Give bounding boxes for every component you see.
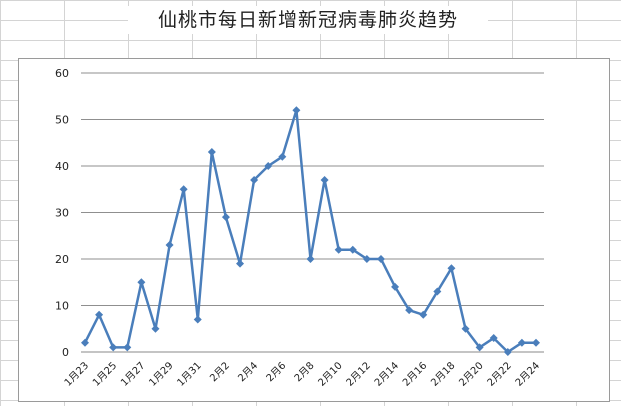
data-point — [151, 324, 160, 333]
chart-area: 0 10 20 30 40 50 60 1月23 1月25 1月27 1月29 1月31 2月2 2月4 2… — [18, 58, 610, 402]
chart-title: 仙桃市每日新增新冠病毒肺炎趋势 — [128, 6, 488, 34]
data-point — [503, 348, 512, 356]
data-point — [81, 338, 89, 347]
data-point — [348, 245, 357, 254]
data-point — [306, 255, 315, 263]
data-point — [489, 334, 498, 343]
data-point — [207, 148, 216, 157]
x-tick-label: 2月12 — [344, 360, 373, 389]
y-tick-label: 30 — [55, 207, 69, 220]
x-tick-label: 1月31 — [175, 360, 204, 389]
y-tick-label: 40 — [55, 160, 69, 173]
data-point — [278, 152, 287, 161]
data-point — [221, 213, 230, 222]
x-tick-label: 1月29 — [147, 360, 176, 389]
x-tick-label: 2月22 — [485, 360, 514, 389]
data-point — [193, 315, 202, 324]
data-point — [320, 175, 329, 184]
data-point — [123, 343, 132, 352]
x-tick-label: 1月25 — [90, 360, 119, 389]
data-point — [137, 278, 146, 287]
data-point — [475, 343, 484, 352]
data-point — [292, 106, 301, 115]
data-point — [362, 255, 371, 263]
y-tick-label: 20 — [55, 253, 69, 266]
y-tick-label: 50 — [55, 114, 69, 127]
data-point — [109, 343, 118, 352]
x-tick-label: 2月14 — [372, 360, 401, 389]
x-tick-label: 2月18 — [429, 360, 458, 389]
data-point — [250, 175, 259, 184]
x-tick-label: 2月4 — [236, 360, 261, 385]
data-point — [517, 338, 526, 347]
data-point — [532, 338, 540, 347]
data-point — [95, 310, 104, 319]
x-tick-label: 1月23 — [62, 360, 91, 389]
x-tick-label: 2月24 — [513, 360, 542, 389]
y-tick-label: 60 — [55, 67, 69, 80]
data-point — [165, 241, 174, 250]
data-point — [419, 310, 428, 319]
y-tick-label: 0 — [62, 346, 69, 359]
data-point — [179, 185, 188, 194]
data-point — [447, 264, 456, 273]
x-tick-label: 2月2 — [207, 360, 232, 385]
x-tick-label: 2月6 — [264, 360, 289, 385]
data-point — [334, 245, 343, 254]
data-point — [264, 162, 273, 170]
x-tick-label: 2月10 — [316, 360, 345, 389]
x-tick-label: 2月16 — [400, 360, 429, 389]
x-tick-label: 1月27 — [118, 360, 147, 389]
data-point — [433, 287, 442, 296]
x-tick-label: 2月8 — [292, 360, 317, 385]
data-point — [461, 324, 470, 333]
data-point — [376, 255, 385, 263]
series-line — [83, 108, 536, 354]
data-point — [405, 306, 414, 315]
data-point — [391, 282, 400, 291]
data-point — [236, 259, 245, 268]
x-tick-label: 2月20 — [457, 360, 486, 389]
y-tick-label: 10 — [55, 300, 69, 313]
